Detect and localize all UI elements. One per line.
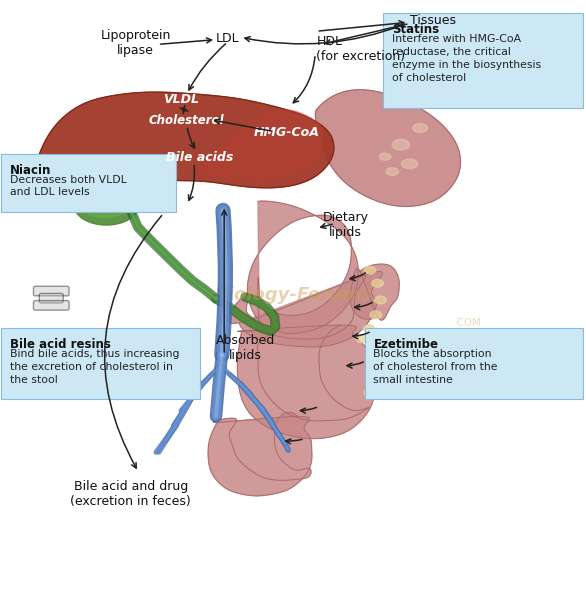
Polygon shape bbox=[199, 110, 323, 181]
FancyBboxPatch shape bbox=[1, 154, 176, 212]
Text: Blocks the absorption
of cholesterol from the
small intestine: Blocks the absorption of cholesterol fro… bbox=[373, 349, 498, 385]
Polygon shape bbox=[208, 412, 312, 496]
Ellipse shape bbox=[413, 124, 427, 133]
Ellipse shape bbox=[370, 311, 381, 319]
Text: .COM: .COM bbox=[454, 317, 482, 328]
Text: Biology-Forums: Biology-Forums bbox=[214, 286, 372, 304]
Text: Tissues: Tissues bbox=[410, 14, 456, 27]
Text: VLDL: VLDL bbox=[163, 94, 199, 106]
Ellipse shape bbox=[356, 335, 367, 343]
FancyBboxPatch shape bbox=[364, 328, 583, 398]
Text: Bile acid and drug
(excretion in feces): Bile acid and drug (excretion in feces) bbox=[70, 480, 191, 508]
FancyBboxPatch shape bbox=[1, 328, 200, 398]
Text: Absorbed
lipids: Absorbed lipids bbox=[216, 334, 275, 362]
Ellipse shape bbox=[74, 186, 138, 225]
Ellipse shape bbox=[401, 159, 418, 169]
Ellipse shape bbox=[364, 389, 376, 397]
Text: Ezetimibe: Ezetimibe bbox=[373, 338, 438, 351]
Polygon shape bbox=[237, 325, 374, 439]
Ellipse shape bbox=[386, 168, 398, 175]
FancyBboxPatch shape bbox=[383, 13, 583, 107]
Ellipse shape bbox=[80, 189, 131, 218]
Text: Statins: Statins bbox=[392, 23, 440, 37]
Ellipse shape bbox=[363, 325, 374, 332]
Text: Interfere with HMG-CoA
reductase, the critical
enzyme in the biosynthesis
of cho: Interfere with HMG-CoA reductase, the cr… bbox=[392, 34, 541, 83]
Ellipse shape bbox=[372, 280, 383, 287]
Text: Niacin: Niacin bbox=[10, 164, 52, 177]
Text: LDL: LDL bbox=[216, 32, 240, 45]
Text: HMG-CoA: HMG-CoA bbox=[254, 126, 320, 139]
Ellipse shape bbox=[374, 296, 386, 304]
Text: Bile acid resins: Bile acid resins bbox=[10, 338, 111, 351]
Text: Dietary
lipids: Dietary lipids bbox=[322, 211, 369, 239]
Polygon shape bbox=[227, 272, 383, 347]
Polygon shape bbox=[350, 264, 399, 320]
Text: Cholesterol: Cholesterol bbox=[149, 115, 224, 127]
Ellipse shape bbox=[367, 363, 379, 371]
Polygon shape bbox=[315, 90, 461, 206]
Text: Bile acids: Bile acids bbox=[166, 151, 233, 164]
Ellipse shape bbox=[364, 266, 376, 274]
Polygon shape bbox=[247, 201, 358, 334]
FancyBboxPatch shape bbox=[33, 286, 69, 296]
FancyBboxPatch shape bbox=[39, 293, 63, 303]
Ellipse shape bbox=[379, 153, 391, 160]
Ellipse shape bbox=[392, 139, 410, 150]
Text: Bind bile acids, thus increasing
the excretion of cholesterol in
the stool: Bind bile acids, thus increasing the exc… bbox=[10, 349, 180, 385]
FancyBboxPatch shape bbox=[33, 301, 69, 310]
Polygon shape bbox=[32, 92, 334, 209]
Text: HDL
(for excretion): HDL (for excretion) bbox=[316, 35, 406, 63]
Text: Lipoprotein
lipase: Lipoprotein lipase bbox=[100, 29, 171, 57]
Text: Decreases both VLDL
and LDL levels: Decreases both VLDL and LDL levels bbox=[10, 175, 127, 197]
